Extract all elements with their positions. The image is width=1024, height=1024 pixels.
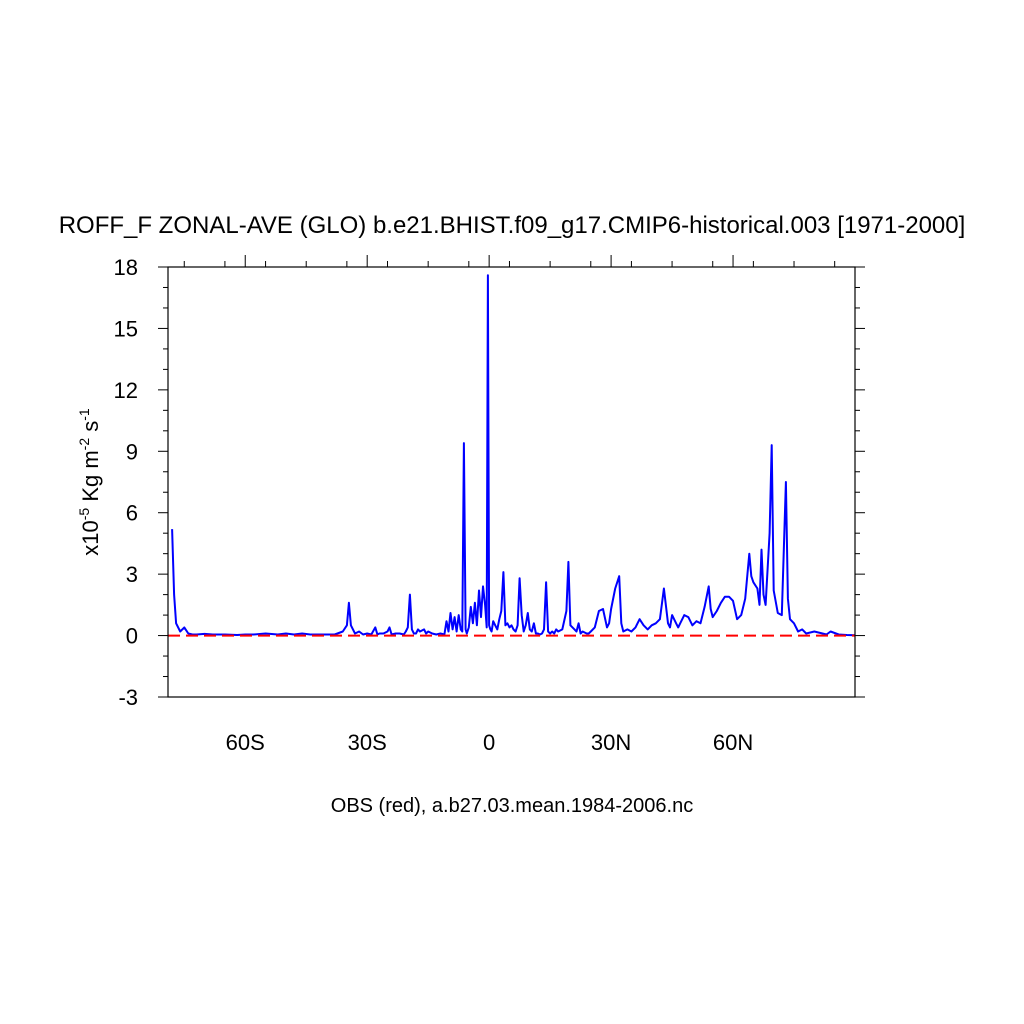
plot-area: -3 0 3 6 9 12 15 18 60S 30S 0 30N 60N bbox=[114, 255, 865, 755]
y-tick-label: 6 bbox=[126, 501, 138, 526]
x-tick-label: 30S bbox=[348, 730, 387, 755]
y-tick-label: 18 bbox=[114, 255, 138, 280]
y-tick-label: 9 bbox=[126, 439, 138, 464]
y-tick-label: 12 bbox=[114, 378, 138, 403]
y-axis-label: x10-5 Kg m-2 s-1 bbox=[76, 408, 103, 556]
y-tick-label: 15 bbox=[114, 316, 138, 341]
y-tick-label: 0 bbox=[126, 624, 138, 649]
x-tick-label: 30N bbox=[591, 730, 631, 755]
x-tick-label: 60N bbox=[713, 730, 753, 755]
y-tick-label: 3 bbox=[126, 562, 138, 587]
plot-frame bbox=[167, 266, 856, 698]
chart-title: ROFF_F ZONAL-AVE (GLO) b.e21.BHIST.f09_g… bbox=[59, 212, 966, 239]
x-tick-label: 0 bbox=[483, 730, 495, 755]
x-axis-note: OBS (red), a.b27.03.mean.1984-2006.nc bbox=[331, 795, 693, 817]
model-series-line bbox=[171, 274, 856, 637]
x-tick-label: 60S bbox=[226, 730, 265, 755]
y-tick-label: -3 bbox=[118, 685, 138, 710]
